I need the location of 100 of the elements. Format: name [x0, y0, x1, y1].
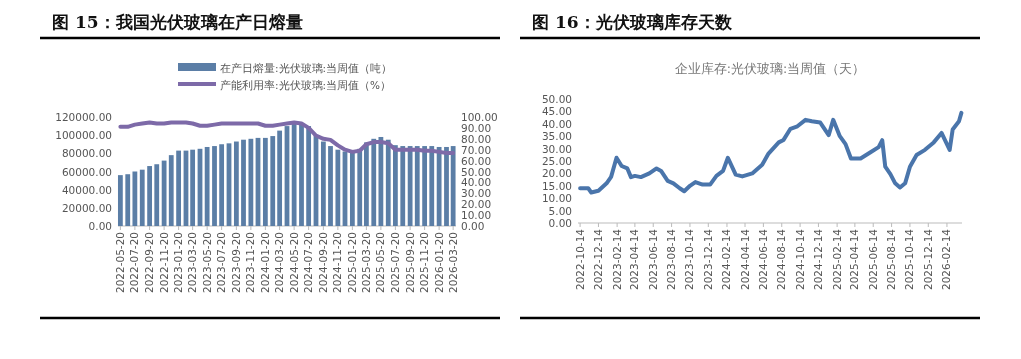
x-tick-label: 2026-01-20 [432, 232, 445, 294]
x-tick-label: 2023-05-20 [200, 232, 213, 294]
bar [190, 149, 196, 226]
y2-tick-label: 100.00 [461, 111, 498, 123]
x-tick-label: 2024-10-14 [793, 228, 806, 291]
bar [328, 146, 333, 226]
bar [204, 146, 210, 226]
y2-tick-label: 80.00 [461, 132, 492, 145]
line-series [578, 110, 964, 195]
x-tick-label: 2025-11-20 [418, 232, 431, 294]
bar [132, 171, 138, 226]
x-tick-label: 2023-08-14 [665, 228, 678, 291]
bar [306, 126, 312, 226]
y2-tick-label: 50.00 [461, 165, 492, 178]
x-tick-label: 2024-03-20 [273, 232, 286, 294]
x-tick-label: 2025-08-14 [885, 228, 898, 291]
x-tick-label: 2026-03-20 [446, 232, 459, 294]
bar [161, 160, 167, 226]
y2-tick-label: 70.00 [461, 143, 492, 156]
bar [299, 123, 304, 226]
y-tick-label: 100000.00 [55, 129, 112, 142]
y2-tick-label: 90.00 [461, 121, 492, 134]
x-tick-label: 2024-02-14 [720, 228, 733, 291]
x-tick-label: 2024-05-20 [287, 232, 300, 294]
y-tick-label: 40000.00 [61, 183, 112, 196]
x-tick-label: 2024-01-20 [258, 232, 271, 294]
bar [233, 141, 239, 226]
y-tick-label: 10.00 [541, 192, 572, 205]
bar [385, 139, 391, 226]
bar [422, 146, 428, 226]
bar [444, 146, 449, 226]
y-tick-label: 0.00 [88, 220, 112, 232]
chart-title: 图 16：光伏玻璃库存天数 [532, 12, 733, 32]
x-tick-label: 2026-02-14 [940, 228, 953, 291]
x-tick-label: 2025-12-14 [921, 228, 934, 291]
bar [392, 145, 398, 226]
x-tick-label: 2023-09-20 [229, 232, 242, 294]
x-tick-label: 2025-09-20 [403, 232, 416, 294]
chart-subtitle: 企业库存:光伏玻璃:当周值（天） [674, 61, 866, 76]
bar [154, 164, 160, 226]
bar [241, 139, 246, 226]
y-tick-label: 20000.00 [61, 201, 112, 214]
bar [378, 136, 384, 226]
x-tick-label: 2025-03-20 [359, 232, 372, 294]
x-tick-label: 2025-01-20 [345, 232, 358, 294]
bar [147, 166, 153, 226]
bar [335, 149, 341, 226]
y2-tick-label: 30.00 [461, 187, 492, 200]
x-tick-label: 2024-09-20 [316, 232, 329, 294]
x-tick-label: 2023-01-20 [172, 232, 185, 294]
y2-tick-label: 60.00 [461, 154, 492, 167]
bar [248, 138, 254, 226]
bar [125, 174, 131, 226]
x-tick-label: 2025-07-20 [388, 232, 401, 294]
bar [371, 138, 377, 226]
x-tick-label: 2022-12-14 [591, 228, 604, 291]
y-tick-label: 40.00 [541, 117, 572, 130]
x-tick-label: 2022-09-20 [143, 232, 156, 294]
bar [262, 137, 268, 226]
y-tick-label: 30.00 [541, 142, 572, 155]
line-series [118, 120, 456, 155]
bar [400, 146, 406, 226]
x-tick-label: 2025-02-14 [830, 228, 843, 291]
y-tick-label: 25.00 [541, 155, 572, 167]
x-tick-label: 2023-12-14 [701, 228, 714, 291]
y-tick-label: 120000.00 [55, 111, 112, 123]
chart-title: 图 15：我国光伏玻璃在产日熔量 [52, 12, 303, 32]
y-tick-label: 0.00 [548, 217, 572, 229]
x-tick-label: 2025-06-14 [866, 228, 879, 291]
x-tick-label: 2025-04-14 [848, 228, 861, 291]
bar [429, 146, 435, 226]
x-tick-label: 2023-06-14 [646, 228, 659, 291]
x-tick-label: 2024-11-20 [331, 232, 344, 294]
legend-label: 在产日熔量:光伏玻璃:当周值（吨） [220, 62, 393, 74]
y-tick-label: 35.00 [541, 130, 572, 143]
bar [168, 155, 174, 226]
x-tick-label: 2022-11-20 [157, 232, 170, 294]
bar [117, 175, 123, 226]
x-tick-label: 2023-07-20 [215, 232, 228, 294]
bar [436, 146, 442, 226]
y-tick-label: 20.00 [541, 167, 572, 180]
bar [219, 144, 225, 226]
bar [320, 141, 326, 226]
y-tick-label: 60000.00 [61, 165, 112, 178]
y2-tick-label: 0.00 [461, 220, 485, 232]
y2-tick-label: 20.00 [461, 198, 492, 211]
bar [407, 146, 413, 226]
y-tick-label: 80000.00 [61, 147, 112, 160]
x-tick-label: 2022-10-14 [573, 228, 586, 291]
bar [277, 130, 283, 226]
bar [414, 146, 420, 226]
bar [270, 136, 276, 226]
y-tick-label: 5.00 [548, 204, 572, 217]
x-tick-label: 2023-04-14 [628, 228, 641, 291]
bar [291, 122, 297, 226]
x-tick-label: 2025-05-20 [374, 232, 387, 294]
x-tick-label: 2024-12-14 [811, 228, 824, 291]
x-tick-label: 2023-10-14 [683, 228, 696, 291]
x-tick-label: 2024-04-14 [738, 228, 751, 291]
x-tick-label: 2023-02-14 [610, 228, 623, 291]
